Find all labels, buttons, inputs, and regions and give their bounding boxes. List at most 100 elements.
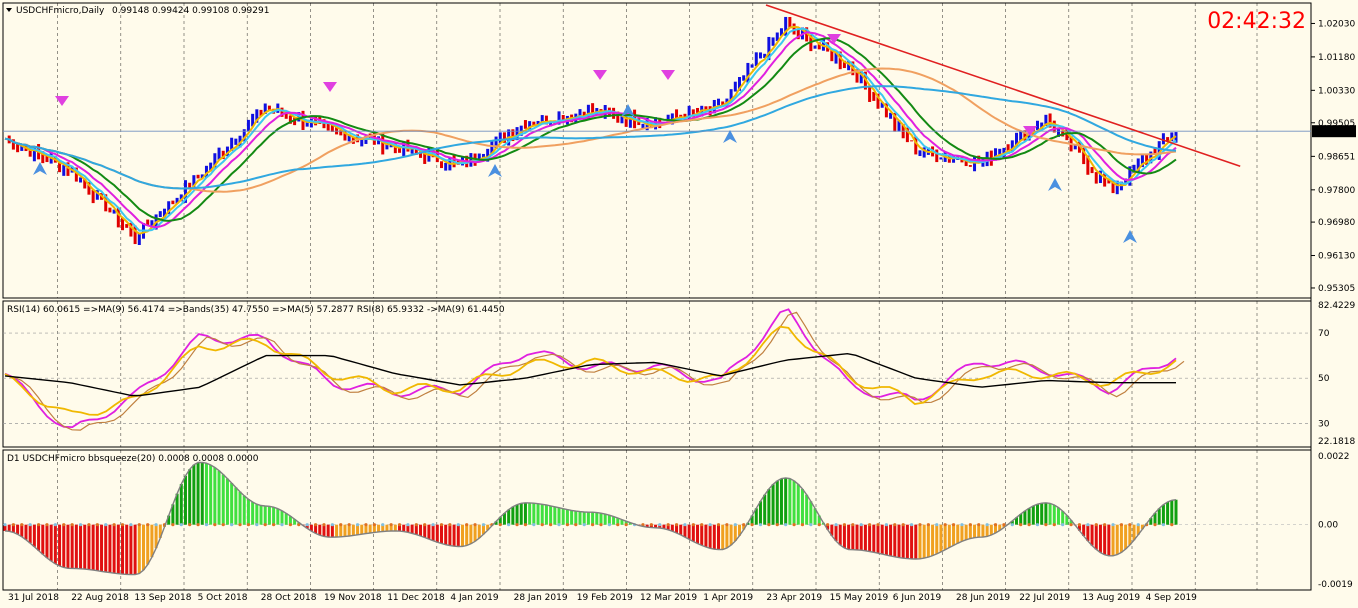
squeeze-dot: [582, 523, 586, 527]
squeeze-dot: [364, 523, 368, 527]
squeeze-dot: [1077, 523, 1082, 527]
squeeze-dot: [1027, 523, 1031, 527]
squeeze-dot: [725, 523, 729, 527]
squeeze-header: D1 USDCHFmicro bbsqueeze(20) 0.0008 0.00…: [7, 454, 259, 464]
sell-signal-arrow-icon: [55, 96, 69, 106]
squeeze-dot: [1136, 523, 1140, 527]
squeeze-dot: [246, 523, 251, 527]
squeeze-dot: [431, 523, 435, 527]
squeeze-dot: [1128, 523, 1132, 527]
squeeze-dot: [557, 523, 561, 527]
collapse-arrow-icon: [6, 8, 12, 12]
squeeze-dot: [826, 523, 830, 527]
squeeze-dot: [951, 523, 956, 527]
rsi-ma-slow-line: [12, 311, 1185, 431]
squeeze-dot: [716, 523, 721, 527]
x-axis-tick-label: 1 Apr 2019: [703, 593, 753, 603]
squeeze-dot: [859, 523, 863, 527]
squeeze-dot: [817, 523, 821, 527]
x-axis-tick-label: 19 Feb 2019: [577, 593, 633, 603]
squeeze-dot: [330, 523, 334, 527]
squeeze-dot: [146, 523, 150, 527]
squeeze-dot: [481, 523, 486, 527]
squeeze-dot: [280, 523, 284, 527]
resistance-trendline: [765, 4, 1241, 167]
sell-signal-arrow-icon: [661, 70, 675, 80]
squeeze-dot: [767, 523, 771, 527]
price-axis-label: 1.01180: [1318, 53, 1355, 63]
rsi-axis-label: 30: [1318, 419, 1330, 429]
ohlc-values: 0.99148 0.99424 0.99108 0.99291: [112, 6, 269, 16]
rsi-axis-label: 50: [1318, 374, 1330, 384]
x-axis-tick-label: 22 Aug 2018: [71, 593, 129, 603]
squeeze-dot: [540, 523, 544, 527]
squeeze-dot: [87, 523, 91, 527]
x-axis-tick-label: 13 Aug 2019: [1082, 593, 1140, 603]
x-axis-tick-label: 4 Jan 2019: [450, 593, 498, 603]
squeeze-dot: [565, 523, 570, 527]
squeeze-dot: [893, 523, 897, 527]
squeeze-dot: [935, 523, 939, 527]
squeeze-dot: [775, 523, 779, 527]
squeeze-dot: [674, 523, 679, 527]
price-axis-label: 0.96130: [1318, 252, 1355, 262]
squeeze-dot: [599, 523, 603, 527]
squeeze-dot: [355, 523, 360, 527]
squeeze-dot: [372, 523, 376, 527]
squeeze-dot: [909, 523, 914, 527]
squeeze-dot: [272, 523, 276, 527]
squeeze-dot: [62, 523, 66, 527]
squeeze-dot: [901, 523, 905, 527]
price-axis-label: 0.95305: [1318, 284, 1355, 294]
sell-signal-arrow-icon: [593, 70, 607, 80]
squeeze-dot: [884, 523, 888, 527]
squeeze-dot: [11, 523, 15, 527]
rsi-line: [4, 308, 1177, 429]
squeeze-dot: [188, 523, 192, 527]
squeeze-dot: [1170, 523, 1174, 527]
squeeze-dot: [742, 523, 746, 527]
squeeze-dot: [53, 523, 57, 527]
squeeze-dot: [1094, 523, 1098, 527]
rsi-axis-label: 22.1818: [1318, 437, 1355, 447]
squeeze-dot: [691, 523, 695, 527]
squeeze-dot: [28, 523, 32, 527]
squeeze-dot: [70, 523, 74, 527]
price-axis-label: 1.02030: [1318, 19, 1355, 29]
squeeze-dot: [1002, 523, 1006, 527]
squeeze-dot: [758, 523, 763, 527]
squeeze-dot: [204, 523, 209, 527]
squeeze-dot: [851, 523, 855, 527]
squeeze-dot: [95, 523, 99, 527]
sell-signal-arrow-icon: [1023, 126, 1037, 136]
squeeze-dot: [397, 523, 402, 527]
squeeze-dot: [784, 523, 788, 527]
squeeze-axis-label: -0.0019: [1318, 580, 1353, 590]
rsi-ma-line: [4, 325, 1177, 416]
squeeze-dot: [456, 523, 460, 527]
squeeze-dot: [977, 523, 981, 527]
squeeze-dot: [213, 523, 217, 527]
squeeze-dot: [406, 523, 410, 527]
symbol-label: USDCHFmicro,Daily: [16, 6, 105, 16]
squeeze-dot: [230, 523, 234, 527]
squeeze-axis-label: 0.00: [1318, 521, 1338, 531]
squeeze-dot: [792, 523, 796, 527]
ma-green-line: [4, 37, 1177, 222]
price-axis-label: 0.96980: [1318, 218, 1355, 228]
x-axis-tick-label: 6 Jun 2019: [893, 593, 942, 603]
ma-blue-line: [4, 85, 1177, 190]
x-axis-tick-label: 5 Oct 2018: [198, 593, 248, 603]
squeeze-dot: [809, 523, 813, 527]
rsi-axis-label: 70: [1318, 329, 1330, 339]
squeeze-dot: [263, 523, 267, 527]
squeeze-dot: [112, 523, 116, 527]
squeeze-dot: [549, 523, 553, 527]
squeeze-dot: [616, 523, 620, 527]
squeeze-dot: [313, 523, 318, 527]
time-clock: 02:42:32: [1207, 9, 1306, 34]
squeeze-dot: [439, 523, 444, 527]
ma-cyan-line: [4, 27, 1177, 232]
